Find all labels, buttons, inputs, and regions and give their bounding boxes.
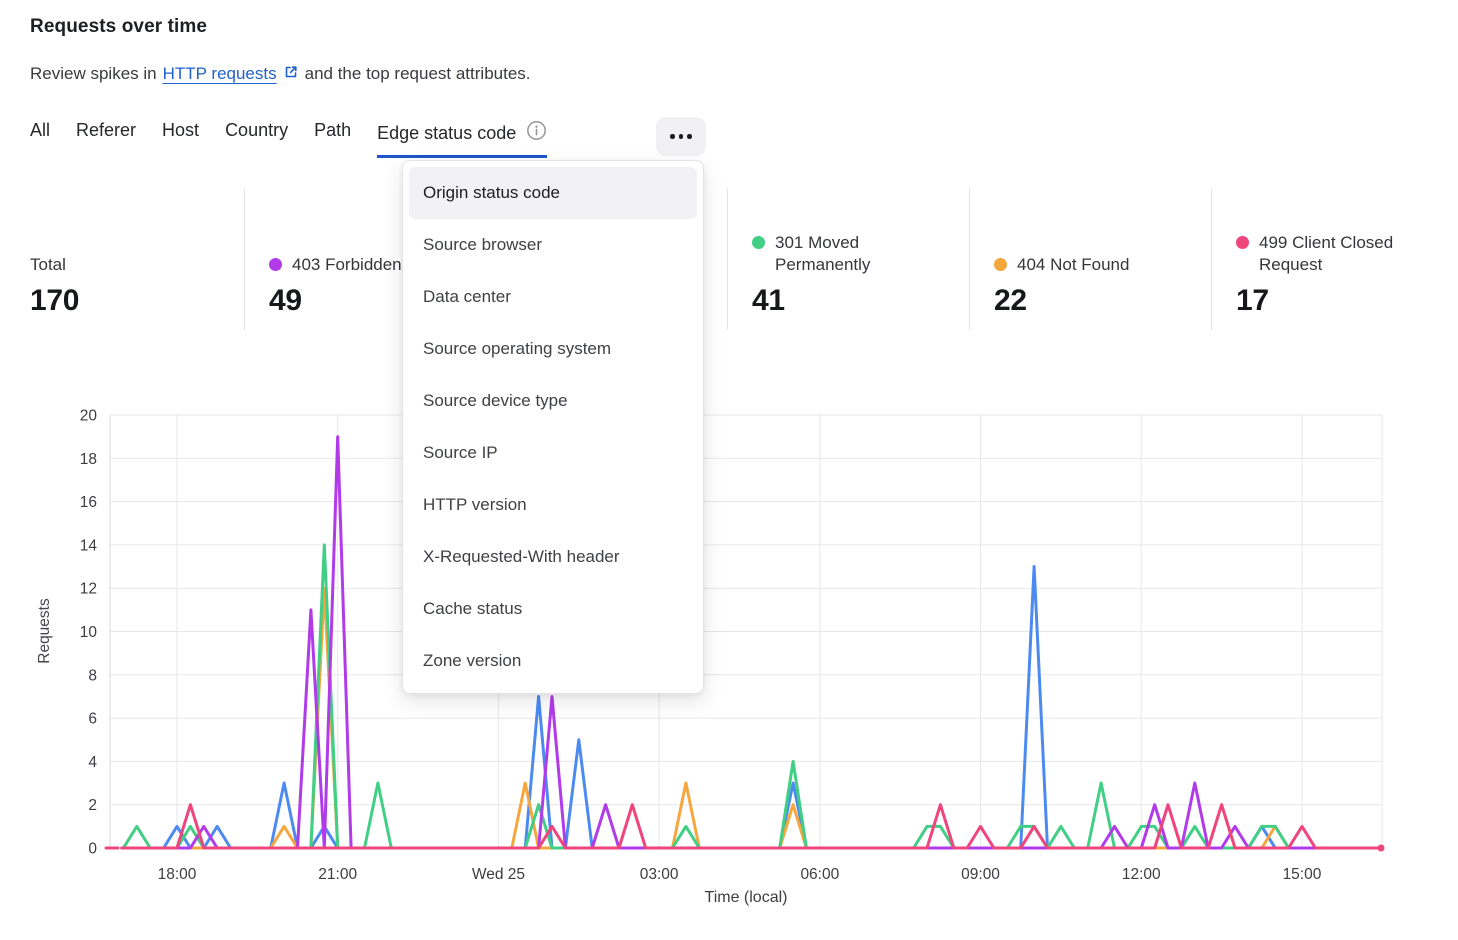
tab-all[interactable]: All <box>30 120 51 140</box>
menu-item-x-requested-with-header[interactable]: X-Requested-With header <box>423 547 620 566</box>
summary-stats: Total 170 403 Forbidden 49 301 Moved Per… <box>30 188 1458 330</box>
menu-item-http-version[interactable]: HTTP version <box>423 495 527 514</box>
attribute-dropdown-menu: Origin status code Source browser Data c… <box>402 160 704 694</box>
x-tick-label: 12:00 <box>1122 866 1161 883</box>
y-tick-label: 12 <box>80 581 97 598</box>
tab-host[interactable]: Host <box>162 120 200 140</box>
y-tick-label: 0 <box>88 841 97 858</box>
series-end-dot <box>1377 844 1385 852</box>
legend-dot-403 <box>269 258 282 271</box>
y-tick-label: 16 <box>80 494 97 511</box>
y-tick-label: 10 <box>80 624 98 641</box>
info-icon[interactable] <box>526 120 547 146</box>
y-tick-label: 2 <box>88 797 97 814</box>
x-axis-title: Time (local) <box>704 889 788 906</box>
stat-403-forbidden[interactable]: 403 Forbidden 49 <box>244 188 488 330</box>
legend-dot-404 <box>994 258 1007 271</box>
stat-301-moved-permanently[interactable]: 301 Moved Permanently 41 <box>727 188 969 330</box>
more-tabs-button[interactable] <box>656 117 706 156</box>
stat-value: 17 <box>1236 284 1269 317</box>
x-tick-label: 15:00 <box>1283 866 1322 883</box>
stat-label: 301 Moved Permanently <box>775 233 871 274</box>
y-tick-label: 8 <box>88 667 97 684</box>
x-tick-label: 06:00 <box>800 866 839 883</box>
stat-label: 499 Client Closed Request <box>1259 233 1394 274</box>
menu-item-source-operating-system[interactable]: Source operating system <box>423 339 612 358</box>
legend-dot-301 <box>752 236 765 249</box>
page-title: Requests over time <box>30 16 208 37</box>
x-tick-label: 03:00 <box>640 866 679 883</box>
y-tick-label: 18 <box>80 451 97 468</box>
y-tick-label: 4 <box>88 754 97 771</box>
stat-499-client-closed-request[interactable]: 499 Client Closed Request 17 <box>1211 188 1458 330</box>
tab-referer[interactable]: Referer <box>76 120 137 140</box>
x-tick-label: 09:00 <box>961 866 1000 883</box>
menu-item-cache-status[interactable]: Cache status <box>423 599 523 618</box>
stat-404-not-found[interactable]: 404 Not Found 22 <box>969 188 1211 330</box>
http-requests-link[interactable]: HTTP requests <box>162 63 277 83</box>
stat-total[interactable]: Total 170 <box>30 188 244 330</box>
external-link-icon <box>283 64 299 85</box>
menu-item-origin-status-code[interactable]: Origin status code <box>409 167 697 219</box>
subtitle: Review spikes in HTTP requests and the t… <box>30 62 531 85</box>
stat-label: Total <box>30 255 66 274</box>
menu-item-source-ip[interactable]: Source IP <box>423 443 498 462</box>
y-tick-label: 6 <box>88 711 97 728</box>
stat-value: 22 <box>994 284 1027 317</box>
stat-value: 49 <box>269 284 302 317</box>
tab-country[interactable]: Country <box>225 120 289 140</box>
legend-dot-499 <box>1236 236 1249 249</box>
stat-label: 403 Forbidden <box>292 255 402 274</box>
y-axis-title: Requests <box>36 598 53 664</box>
tab-edge-status-code[interactable]: Edge status code <box>377 120 548 158</box>
series-line <box>120 803 1379 850</box>
stat-value: 41 <box>752 284 785 317</box>
menu-item-source-device-type[interactable]: Source device type <box>423 391 568 410</box>
menu-item-data-center[interactable]: Data center <box>423 287 511 306</box>
tab-edge-status-code-label: Edge status code <box>377 122 517 143</box>
x-tick-label: 21:00 <box>318 866 357 883</box>
y-tick-label: 14 <box>80 537 98 554</box>
tab-path[interactable]: Path <box>314 120 352 140</box>
attribute-tabs: All Referer Host Country Path Edge statu… <box>30 120 548 158</box>
x-tick-label: 18:00 <box>158 866 197 883</box>
menu-item-zone-version[interactable]: Zone version <box>423 651 522 670</box>
series-line <box>120 435 1379 850</box>
x-tick-label: Wed 25 <box>472 866 525 883</box>
y-tick-label: 20 <box>80 408 98 425</box>
subtitle-prefix: Review spikes in <box>30 63 157 83</box>
subtitle-suffix: and the top request attributes. <box>304 63 531 83</box>
series-line <box>120 543 1379 850</box>
stat-label: 404 Not Found <box>1017 255 1130 274</box>
stat-value: 170 <box>30 284 80 317</box>
ellipsis-icon <box>670 134 675 139</box>
menu-item-source-browser[interactable]: Source browser <box>423 235 543 254</box>
